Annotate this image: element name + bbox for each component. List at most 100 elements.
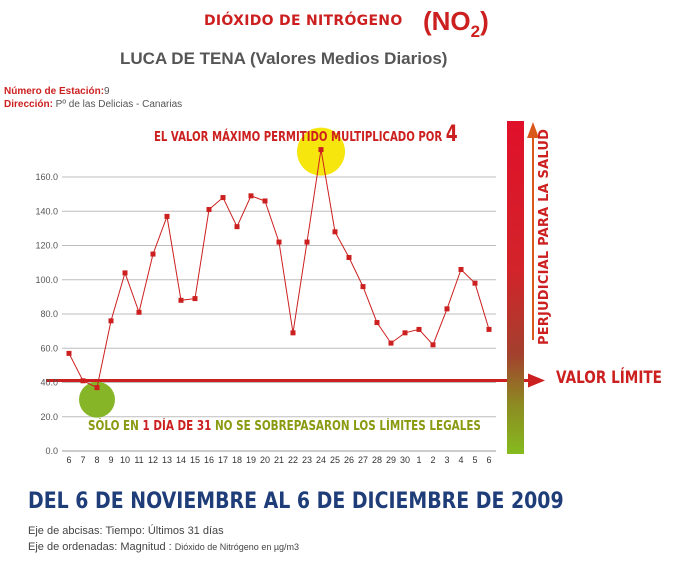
data-point xyxy=(248,193,254,199)
chemical-formula: (NO2) xyxy=(423,6,489,42)
data-point xyxy=(108,318,114,324)
data-point xyxy=(94,385,100,391)
y-axis-note-label: Eje de ordenadas: Magnitud : xyxy=(28,541,175,553)
station-number: Número de Estación:9 xyxy=(4,85,182,98)
data-point xyxy=(220,195,226,201)
data-point xyxy=(388,340,394,346)
x-tick-label: 2 xyxy=(430,455,435,465)
data-point xyxy=(360,284,366,290)
x-tick-label: 6 xyxy=(486,455,491,465)
data-point xyxy=(318,147,324,153)
data-point xyxy=(178,297,184,303)
x-tick-label: 15 xyxy=(190,455,200,465)
series-line xyxy=(68,149,490,389)
data-point xyxy=(136,309,142,315)
data-point xyxy=(332,229,338,235)
health-label: PERJUDICIAL PARA LA SALUD xyxy=(537,128,552,345)
y-tick-label: 20.0 xyxy=(40,412,58,422)
min-annotation: SÓLO EN 1 DÍA DE 31 NO SE SOBREPASARON L… xyxy=(88,419,481,434)
station-info: Número de Estación:9 Dirección: Pº de la… xyxy=(4,85,182,111)
formula-close: ) xyxy=(480,6,489,36)
station-number-value: 9 xyxy=(104,86,110,97)
chart-subtitle: LUCA DE TENA (Valores Medios Diarios) xyxy=(120,49,448,68)
y-tick-label: 80.0 xyxy=(40,309,58,319)
data-point xyxy=(150,251,156,257)
min-value-highlight xyxy=(79,381,115,418)
x-tick-label: 10 xyxy=(120,455,130,465)
x-tick-label: 8 xyxy=(94,455,99,465)
station-address-label: Dirección: xyxy=(4,99,53,110)
x-tick-label: 20 xyxy=(260,455,270,465)
y-axis-note: Eje de ordenadas: Magnitud : Dióxido de … xyxy=(28,541,299,553)
x-tick-label: 17 xyxy=(218,455,228,465)
max-annotation-factor: 4 xyxy=(445,122,458,147)
min-annotation-count: 1 DÍA DE 31 xyxy=(142,419,212,434)
x-tick-label: 5 xyxy=(472,455,477,465)
data-point xyxy=(486,326,492,332)
y-tick-label: 100.0 xyxy=(35,275,58,285)
data-point xyxy=(234,224,240,230)
data-point xyxy=(122,270,128,276)
x-tick-label: 9 xyxy=(108,455,113,465)
x-tick-label: 11 xyxy=(134,455,143,465)
data-point xyxy=(290,330,296,336)
chart-title: DIÓXIDO DE NITRÓGENO xyxy=(204,13,403,29)
y-tick-label: 160.0 xyxy=(35,172,58,182)
x-tick-label: 14 xyxy=(176,455,186,465)
x-axis-note: Eje de abcisas: Tiempo: Últimos 31 días xyxy=(28,525,224,537)
data-point xyxy=(458,266,464,272)
x-tick-label: 3 xyxy=(444,455,449,465)
y-tick-label: 120.0 xyxy=(35,241,58,251)
x-tick-label: 26 xyxy=(344,455,354,465)
min-annotation-part1: SÓLO EN xyxy=(88,419,143,434)
x-tick-label: 7 xyxy=(80,455,85,465)
data-point xyxy=(430,342,436,348)
data-point xyxy=(206,207,212,213)
x-tick-label: 18 xyxy=(232,455,242,465)
period-title: DEL 6 DE NOVIEMBRE AL 6 DE DICIEMBRE DE … xyxy=(28,489,564,514)
y-tick-label: 60.0 xyxy=(40,343,58,353)
max-annotation: EL VALOR MÁXIMO PERMITIDO MULTIPLICADO P… xyxy=(154,122,458,147)
max-annotation-text: EL VALOR MÁXIMO PERMITIDO MULTIPLICADO P… xyxy=(154,130,446,145)
formula-subscript: 2 xyxy=(470,22,481,41)
min-annotation-part3: NO SE SOBREPASARON LOS LÍMITES LEGALES xyxy=(211,419,481,434)
limit-arrowhead xyxy=(528,373,545,388)
data-point xyxy=(276,239,282,245)
x-tick-label: 6 xyxy=(66,455,71,465)
x-tick-label: 25 xyxy=(330,455,340,465)
x-tick-label: 28 xyxy=(372,455,382,465)
x-tick-label: 22 xyxy=(288,455,298,465)
data-point xyxy=(346,254,352,260)
data-point xyxy=(444,306,450,312)
x-tick-label: 12 xyxy=(148,455,158,465)
y-axis-note-unit: Dióxido de Nitrógeno en µg/m3 xyxy=(174,542,300,552)
station-number-label: Número de Estación: xyxy=(4,86,105,97)
x-tick-label: 29 xyxy=(386,455,396,465)
x-tick-label: 24 xyxy=(316,455,326,465)
data-point xyxy=(164,213,170,219)
x-tick-label: 21 xyxy=(274,455,284,465)
x-tick-label: 13 xyxy=(162,455,172,465)
formula-main: (NO xyxy=(423,6,471,36)
data-point xyxy=(472,280,478,286)
x-tick-label: 19 xyxy=(246,455,256,465)
data-point xyxy=(304,239,310,245)
station-address-value: Pº de las Delicias - Canarias xyxy=(52,99,183,110)
health-gradient-bar xyxy=(507,121,524,454)
x-tick-label: 16 xyxy=(204,455,214,465)
y-tick-label: 40.0 xyxy=(40,378,58,388)
data-point xyxy=(262,198,268,204)
y-tick-label: 140.0 xyxy=(35,206,58,216)
limit-label: VALOR LÍMITE xyxy=(556,368,662,388)
x-tick-label: 1 xyxy=(416,455,421,465)
station-address: Dirección: Pº de las Delicias - Canarias xyxy=(4,98,182,111)
data-point xyxy=(192,296,198,302)
data-point xyxy=(402,330,408,336)
x-tick-label: 23 xyxy=(302,455,312,465)
data-point xyxy=(374,320,380,326)
x-tick-label: 30 xyxy=(400,455,410,465)
data-point xyxy=(416,326,422,332)
x-tick-label: 27 xyxy=(358,455,368,465)
data-point xyxy=(66,350,72,356)
